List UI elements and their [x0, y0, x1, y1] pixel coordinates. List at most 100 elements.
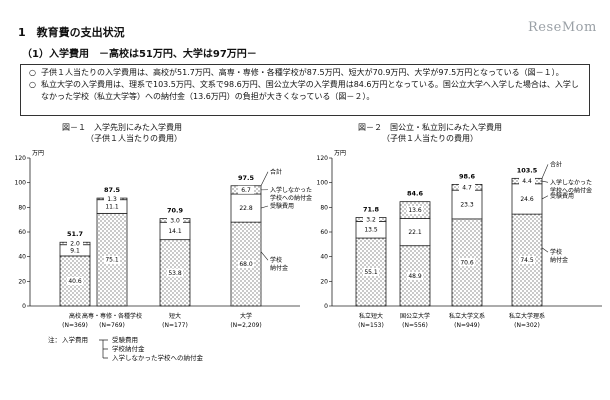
- annotation-label: 学校: [550, 248, 562, 256]
- data-label-bg: [459, 183, 475, 192]
- annotation-label: 学校: [270, 256, 282, 264]
- data-label-bg: [104, 194, 120, 203]
- data-label: 13.5: [364, 227, 378, 234]
- y-tick-label: 80: [18, 204, 26, 211]
- category-note: (N=2,209): [230, 322, 261, 329]
- data-label: 3.2: [366, 216, 376, 223]
- y-tick-label: 120: [15, 155, 27, 162]
- y-unit-label: 万円: [334, 150, 346, 157]
- bar-segment: [399, 218, 431, 247]
- category-note: (N=949): [454, 322, 480, 329]
- category-label: 私立大学文系: [449, 312, 485, 320]
- category-label: 高専・専修・各種学校: [82, 312, 142, 320]
- data-label: 11.1: [105, 204, 119, 211]
- bullet-mark: ○: [29, 80, 36, 89]
- data-label: 9.1: [70, 247, 80, 254]
- data-label: 1.3: [107, 196, 117, 203]
- notes-item: 入学費用: [62, 336, 88, 344]
- annotation-label: 入学しなかった: [270, 186, 312, 194]
- y-tick-label: 60: [320, 229, 328, 236]
- data-label: 75.1: [105, 257, 119, 264]
- summary-text: 子供１人当たりの入学費用は、高校が51.7万円、高専・専修・各種学校が87.5万…: [41, 68, 564, 77]
- data-label-bg: [67, 276, 83, 285]
- chart1-title: 図－１ 入学先別にみた入学費用: [62, 123, 182, 132]
- data-label: 14.1: [168, 228, 182, 235]
- category-note: (N=153): [358, 322, 384, 329]
- data-label: 48.9: [408, 273, 422, 280]
- annotation-label: 受験費用: [550, 192, 574, 200]
- summary-item: ○ 私立大学の入学費用は、理系で103.5万円、文系で98.6万円、国公立大学の…: [29, 79, 583, 103]
- data-label-bg: [238, 260, 254, 269]
- annotation-label: 納付金: [550, 256, 568, 264]
- bullet-mark: ○: [29, 68, 36, 77]
- data-label-bg: [519, 177, 535, 186]
- notes-label: 注：: [48, 336, 61, 344]
- data-label: 53.8: [168, 270, 182, 277]
- annotation-label: 入学しなかった: [550, 178, 592, 186]
- category-note: (N=302): [514, 322, 540, 329]
- category-note: (N=556): [402, 322, 428, 329]
- summary-item: ○ 子供１人当たりの入学費用は、高校が51.7万円、高専・専修・各種学校が87.…: [29, 67, 583, 79]
- summary-text: 私立大学の入学費用は、理系で103.5万円、文系で98.6万円、国公立大学の入学…: [41, 80, 579, 101]
- annotation-label: 学校への納付金: [270, 194, 312, 202]
- total-label: 70.9: [167, 207, 184, 215]
- bar-segment: [451, 189, 483, 220]
- total-label: 51.7: [67, 230, 83, 238]
- data-label-bg: [167, 216, 183, 225]
- y-tick-label: 40: [320, 254, 328, 261]
- data-label-bg: [519, 256, 535, 265]
- category-label: 短大: [169, 312, 181, 320]
- category-note: (N=177): [162, 322, 188, 329]
- annotation-leader: [260, 171, 269, 186]
- total-label: 103.5: [517, 166, 538, 174]
- y-tick-label: 40: [18, 254, 26, 261]
- y-tick-label: 80: [320, 204, 328, 211]
- data-label-bg: [407, 271, 423, 280]
- data-label: 68.0: [239, 261, 253, 268]
- annotation-leader: [260, 205, 269, 209]
- data-label-bg: [167, 268, 183, 277]
- data-label: 4.4: [522, 178, 532, 185]
- data-label: 4.7: [462, 184, 472, 191]
- data-label: 6.7: [241, 187, 251, 194]
- total-label: 98.6: [459, 172, 476, 180]
- category-label: 大学: [240, 312, 252, 320]
- category-label: 国公立大学: [400, 312, 430, 320]
- data-label: 40.6: [68, 278, 82, 285]
- annotation-leader: [541, 247, 549, 253]
- y-tick-label: 20: [18, 278, 26, 285]
- data-label: 70.6: [460, 259, 474, 266]
- annotation-label: 学校への納付金: [550, 186, 592, 194]
- data-label: 22.1: [408, 229, 422, 236]
- annotation-label: 合計: [550, 160, 562, 168]
- annotation-leader: [541, 180, 549, 183]
- data-label: 23.3: [460, 202, 474, 209]
- data-label-bg: [67, 239, 83, 248]
- annotation-leader: [260, 251, 269, 261]
- subsection-title: （1）入学費用 －高校は51万円、大学は97万円－: [22, 49, 257, 60]
- annotation-label: 合計: [270, 168, 282, 176]
- y-tick-label: 100: [15, 180, 27, 187]
- section-title: 1 教育費の支出状況: [18, 26, 125, 39]
- y-unit-label: 万円: [32, 150, 44, 157]
- total-label: 71.8: [363, 205, 380, 213]
- data-label-bg: [238, 185, 254, 194]
- bar-segment: [230, 193, 262, 223]
- category-label: 私立短大: [359, 312, 383, 320]
- y-tick-label: 100: [317, 180, 329, 187]
- category-note: (N=769): [99, 322, 125, 329]
- annotation-leader: [541, 195, 549, 200]
- data-label-bg: [363, 268, 379, 277]
- annotation-label: 受験費用: [270, 202, 294, 210]
- y-tick-label: 0: [22, 303, 26, 310]
- y-tick-label: 60: [18, 229, 26, 236]
- logo: ReseMom: [528, 20, 597, 35]
- y-tick-label: 20: [320, 278, 328, 285]
- chart2-subtitle: （子供１人当たりの費用）: [382, 134, 478, 143]
- notes-item: 学校納付金: [112, 345, 145, 353]
- total-label: 87.5: [104, 186, 121, 194]
- category-note: (N=369): [62, 322, 88, 329]
- data-label-bg: [363, 215, 379, 224]
